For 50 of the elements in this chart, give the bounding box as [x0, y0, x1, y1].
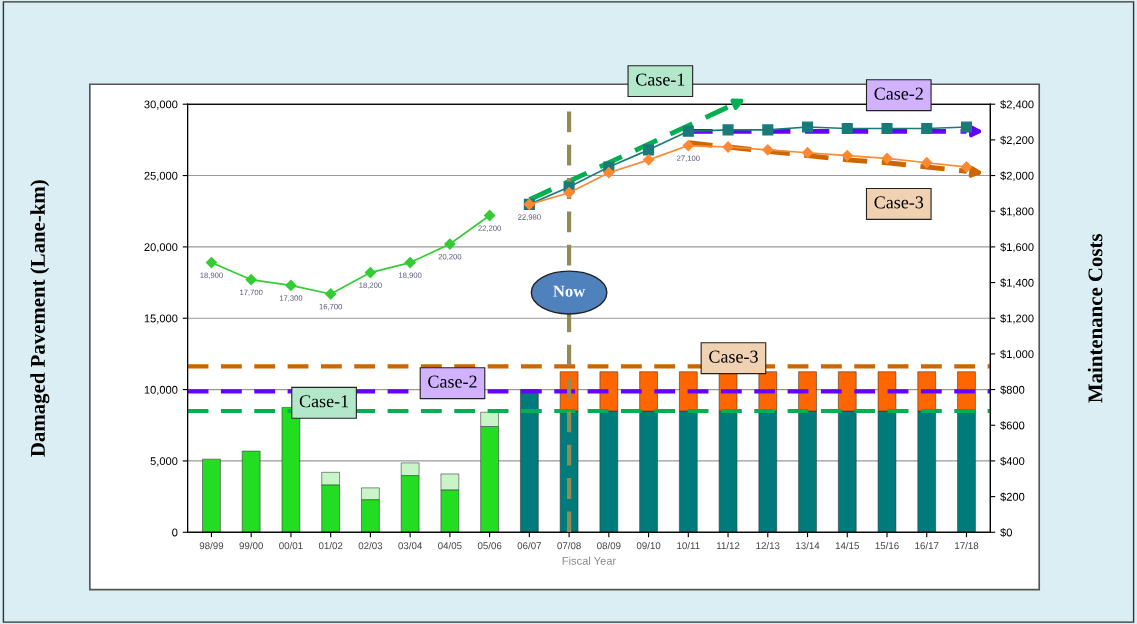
series-label: Case-3 — [874, 196, 924, 209]
y-tick-label: 10,000 — [144, 385, 178, 396]
x-tick-label: 02/03 — [358, 541, 383, 550]
x-tick-label: 12/13 — [756, 541, 780, 550]
y2-tick-label: $400 — [1000, 456, 1025, 466]
y2-tick-label: $1,200 — [1000, 314, 1034, 324]
x-tick-label: 11/12 — [716, 541, 740, 550]
ref-line-label: Case-1 — [299, 395, 349, 408]
y2-tick-label: $600 — [1000, 421, 1025, 431]
x-tick-label: 07/08 — [557, 541, 581, 550]
y-tick-label: 5,000 — [150, 457, 178, 467]
ref-line-label: Now — [553, 285, 586, 297]
text: Case-1 — [636, 73, 685, 86]
y-tick-label: 15,000 — [144, 314, 178, 324]
x-tick-label: 98/99 — [199, 541, 224, 550]
y2-tick-label: $2,000 — [1000, 171, 1034, 181]
x-tick-label: 09/10 — [636, 541, 661, 550]
x-tick-label: 08/09 — [597, 541, 621, 550]
x-tick-label: 15/16 — [875, 541, 899, 550]
y-tick-label: 0 — [172, 528, 178, 537]
y2-tick-label: $1,000 — [1000, 349, 1034, 360]
x-tick-label: 17/18 — [955, 541, 979, 550]
x-axis-title: Fiscal Year — [562, 556, 616, 565]
x-tick-label: 10/11 — [677, 541, 700, 550]
y2-tick-label: $2,200 — [1000, 135, 1034, 146]
x-tick-label: 05/06 — [477, 541, 502, 550]
x-tick-label: 14/15 — [835, 541, 860, 550]
x-tick-label: 06/07 — [517, 541, 542, 550]
ref-line-label: Case-2 — [428, 375, 477, 388]
y2-tick-label: $2,400 — [1000, 100, 1034, 110]
ref-line-label: Case-3 — [709, 350, 758, 363]
x-tick-label: 13/14 — [796, 541, 820, 550]
series-label: Case-2 — [874, 87, 923, 100]
x-tick-label: 99/00 — [239, 541, 263, 550]
y2-tick-label: $1,800 — [1000, 207, 1034, 217]
x-tick-label: 01/02 — [318, 541, 343, 550]
y-tick-label: 25,000 — [144, 171, 178, 181]
x-tick-label: 00/01 — [279, 541, 303, 550]
y2-tick-label: $0 — [1000, 528, 1012, 538]
x-tick-label: 03/04 — [398, 541, 423, 550]
y2-tick-label: $200 — [1000, 492, 1025, 502]
y2-tick-label: $1,400 — [1000, 278, 1034, 289]
y-tick-label: 20,000 — [144, 243, 178, 253]
y2-tick-label: $1,600 — [1000, 242, 1034, 253]
y2-tick-label: $800 — [1000, 385, 1025, 395]
y2-axis-title: Maintenance Costs — [1087, 233, 1103, 403]
x-tick-label: 16/17 — [915, 541, 939, 550]
y-tick-label: 30,000 — [144, 100, 178, 110]
x-tick-label: 04/05 — [438, 541, 462, 550]
y-axis-title: Damaged Pavement (Lane-km) — [30, 180, 50, 457]
